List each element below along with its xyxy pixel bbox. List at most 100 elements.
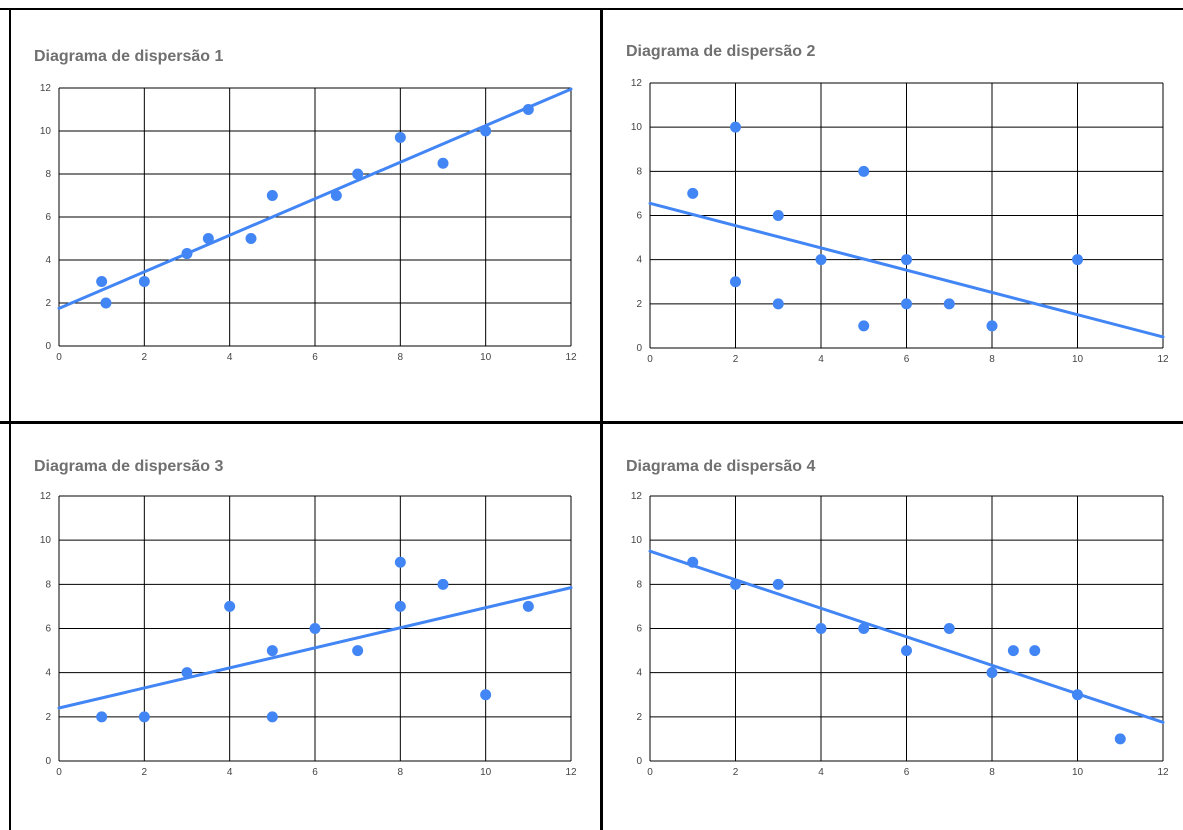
x-tick-label: 4 (227, 352, 233, 363)
trend-line (648, 201, 1165, 339)
data-point (858, 320, 870, 332)
x-tick-label: 6 (904, 354, 910, 365)
x-tick-label: 10 (480, 352, 492, 363)
y-tick-label: 8 (45, 169, 51, 180)
x-tick-label: 8 (989, 354, 995, 365)
y-tick-label: 6 (45, 624, 51, 635)
data-point (730, 578, 741, 590)
data-point (1007, 645, 1019, 657)
data-point (1029, 645, 1041, 657)
chart-panel-4: Diagrama de dispersão 4 0 2 4 6 8 10 12 0 2 4 6 8 10… (603, 424, 1183, 830)
y-tick-label: 2 (45, 298, 51, 309)
y-tick-label: 8 (636, 166, 642, 177)
y-tick-label: 10 (40, 535, 52, 546)
data-point (986, 320, 998, 332)
data-point (687, 187, 699, 199)
y-tick-label: 10 (631, 122, 643, 133)
data-point (1114, 733, 1126, 745)
data-point (394, 131, 406, 143)
chart-title: Diagrama de dispersão 1 (34, 48, 224, 65)
data-point (394, 556, 406, 568)
data-point (245, 233, 257, 244)
x-tick-label: 10 (1072, 354, 1084, 365)
x-tick-label: 6 (312, 352, 318, 363)
data-point (815, 623, 827, 634)
x-tick-label: 2 (142, 767, 148, 778)
data-point (522, 600, 534, 612)
x-tick-label: 2 (142, 352, 148, 363)
x-tick-label: 6 (904, 767, 910, 778)
y-tick-label: 6 (636, 211, 642, 222)
data-point (480, 125, 492, 137)
data-point (1072, 254, 1083, 266)
data-point (772, 298, 784, 310)
data-point (437, 578, 449, 590)
data-point (181, 667, 193, 679)
y-tick-label: 4 (45, 255, 51, 266)
scatter-plot: 0 2 4 6 8 10 12 0 2 4 6 8 10 12 (631, 78, 1169, 365)
scatter-plot: 0 2 4 6 8 10 12 0 2 4 6 8 10 12 (40, 491, 577, 778)
y-tick-label: 8 (45, 579, 51, 590)
data-point (901, 298, 912, 310)
x-tick-label: 0 (56, 352, 62, 363)
x-tick-label: 8 (398, 352, 404, 363)
y-tick-label: 0 (636, 343, 642, 354)
data-point (522, 104, 534, 115)
chart-panel-3: Diagrama de dispersão 3 0 2 4 6 8 10 12 0 2 4 6 8 10… (11, 424, 600, 830)
y-tick-label: 0 (45, 341, 51, 352)
y-tick-label: 6 (636, 624, 642, 635)
data-point (266, 711, 278, 723)
data-point (138, 711, 150, 723)
data-point (1072, 689, 1083, 701)
x-tick-label: 8 (989, 767, 995, 778)
x-tick-label: 0 (647, 354, 653, 365)
x-tick-label: 8 (398, 767, 404, 778)
scatter-plot: 0 2 4 6 8 10 12 0 2 4 6 8 10 12 (631, 491, 1169, 778)
data-point (901, 645, 912, 657)
panel-vertical-divider (600, 8, 603, 830)
y-tick-label: 12 (40, 491, 52, 502)
data-point (901, 254, 912, 266)
trend-line (57, 586, 573, 710)
data-point (858, 623, 870, 634)
x-tick-label: 12 (565, 352, 577, 363)
data-point (772, 210, 784, 221)
y-tick-label: 0 (45, 756, 51, 767)
y-tick-label: 4 (636, 255, 642, 266)
data-point (202, 233, 214, 244)
x-tick-label: 4 (818, 767, 824, 778)
data-point (100, 297, 112, 309)
frame-top-border (0, 8, 1183, 10)
y-tick-label: 8 (636, 579, 642, 590)
y-tick-label: 2 (636, 299, 642, 310)
data-point (772, 578, 784, 590)
data-point (943, 623, 955, 634)
x-tick-label: 2 (733, 767, 739, 778)
y-tick-label: 0 (636, 756, 642, 767)
data-point (394, 600, 406, 612)
data-point (986, 667, 998, 679)
y-tick-label: 6 (45, 212, 51, 223)
data-point (687, 556, 699, 568)
data-point (181, 248, 193, 260)
data-point (96, 276, 108, 287)
y-tick-label: 12 (40, 83, 52, 94)
y-tick-label: 4 (45, 668, 51, 679)
scatter-plot: 0 2 4 6 8 10 12 0 2 4 6 8 10 12 (40, 83, 577, 363)
chart-panel-2: Diagrama de dispersão 2 0 2 4 6 8 10 12 0 2 4 6 8 10… (603, 10, 1183, 421)
chart-panel-1: Diagrama de dispersão 1 0 2 4 6 8 10 12 0 2 4 6 8 10… (11, 10, 600, 421)
x-tick-label: 0 (56, 767, 62, 778)
x-tick-label: 0 (647, 767, 653, 778)
data-point (480, 689, 492, 701)
data-point (309, 623, 321, 634)
x-tick-label: 10 (480, 767, 492, 778)
x-tick-label: 6 (312, 767, 318, 778)
chart-title: Diagrama de dispersão 4 (626, 458, 816, 475)
x-tick-label: 4 (818, 354, 824, 365)
x-tick-label: 4 (227, 767, 233, 778)
x-tick-label: 12 (1157, 354, 1169, 365)
x-tick-label: 12 (1157, 767, 1169, 778)
y-tick-label: 12 (631, 491, 643, 502)
data-point (815, 254, 827, 266)
